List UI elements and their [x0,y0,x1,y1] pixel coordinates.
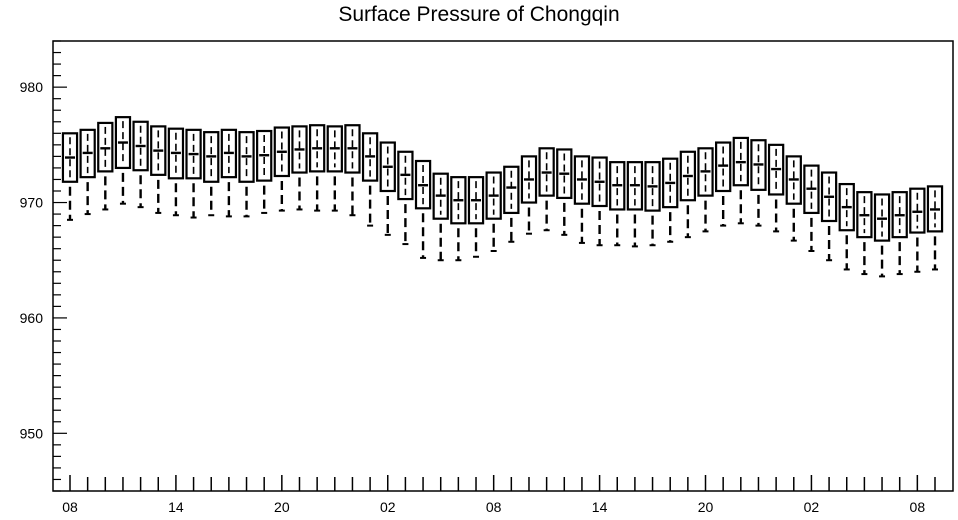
box-item [891,191,908,276]
y-tick-label: 980 [20,79,44,95]
box-item [114,116,132,205]
box-item [361,132,379,227]
box-item [467,176,485,258]
box-item [909,187,926,273]
box-item [803,164,820,252]
box-item [732,136,749,225]
box-item [344,124,361,217]
box-item [185,128,202,219]
box-item [450,176,467,262]
box-item [220,128,238,218]
box-item [150,125,167,214]
y-axis: 950 960 970 980 [20,40,67,492]
x-tick-label: 02 [380,499,396,515]
box-item [838,182,855,271]
box-item [767,143,785,233]
box-item [326,125,343,212]
x-tick-label: 20 [274,499,290,515]
box-item [591,156,608,247]
box-item [662,157,679,243]
box-item [308,124,326,212]
box-item [715,141,732,227]
y-tick-label: 970 [20,195,44,211]
box-item [379,141,396,236]
box-item [609,161,626,247]
box-item [203,131,220,217]
box-item [167,127,185,217]
box-item [520,155,538,235]
box-item [820,171,838,262]
box-item [679,150,697,239]
box-rect [503,165,520,215]
box-item [273,126,290,212]
box-item [61,132,79,221]
box-item [873,193,891,278]
box-item [97,121,114,211]
box-item [256,129,273,214]
box-item [79,128,96,216]
box-item [238,131,255,218]
box-item [556,148,573,236]
box-item [538,147,555,232]
box-item [503,165,520,243]
box-item [485,171,502,252]
y-tick-label: 950 [20,425,44,441]
x-tick-label: 08 [62,499,78,515]
box-item [432,172,449,262]
x-axis: 08 14 20 02 08 14 20 02 08 [62,475,936,515]
box-item [132,120,149,209]
x-tick-label: 14 [592,499,608,515]
box-item [644,161,661,247]
box-item [291,125,308,211]
x-tick-label: 20 [698,499,714,515]
box-item [626,161,644,248]
box-item [750,139,767,227]
box-item [414,159,432,259]
box-item [573,155,591,244]
y-tick-label: 960 [20,310,44,326]
box-item [697,147,714,233]
box-item [926,185,944,271]
chart-title: Surface Pressure of Chongqin [338,3,620,26]
box-item [856,191,873,276]
plot-frame [52,40,954,492]
x-tick-label: 08 [486,499,502,515]
box-item [785,155,802,242]
x-tick-label: 02 [804,499,820,515]
box-series [61,116,944,278]
box-item [397,150,414,246]
x-tick-label: 14 [168,499,184,515]
x-tick-label: 08 [910,499,926,515]
